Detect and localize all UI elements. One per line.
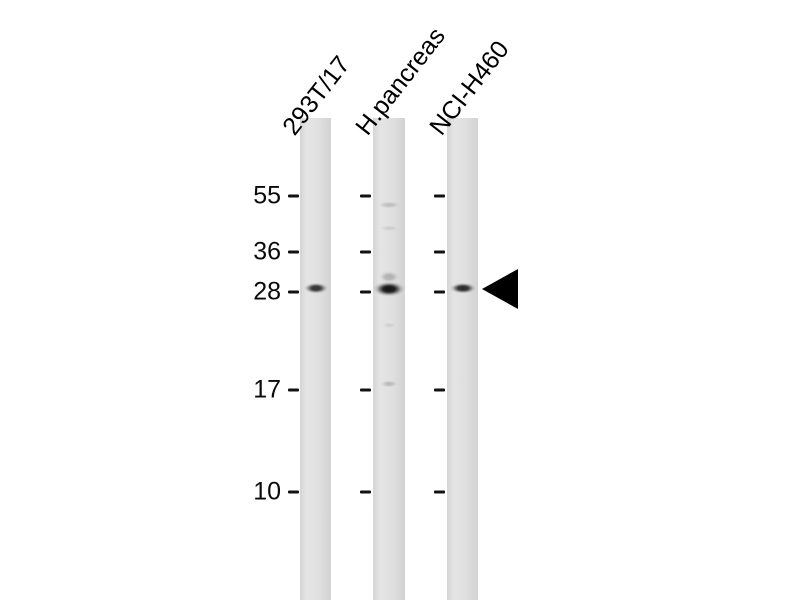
ladder-tick-lane2-6 (360, 250, 371, 254)
mw-label-17: 17 (253, 375, 281, 404)
mw-label-36: 36 (253, 237, 281, 266)
lane-shading (447, 118, 478, 600)
gel-lane-3 (447, 118, 478, 600)
band-lane-3-target-band (436, 273, 489, 303)
mw-label-55: 55 (253, 181, 281, 210)
band-lane-2-faint-band-17 (372, 374, 406, 394)
ladder-tick-lane3-13 (434, 388, 445, 392)
band-lane-2-faint-band-55 (367, 195, 411, 215)
band-lane-1-target-band (291, 273, 340, 303)
ladder-tick-lane3-11 (434, 250, 445, 254)
target-band-arrow (480, 267, 520, 316)
ladder-tick-lane1-0 (288, 194, 299, 198)
band-lane-2-smear-band-32 (369, 261, 409, 293)
ladder-tick-lane2-5 (360, 194, 371, 198)
ladder-tick-lane2-9 (360, 490, 371, 494)
ladder-tick-lane3-14 (434, 490, 445, 494)
gel-lane-1 (300, 118, 331, 600)
band-lane-2-faint-band-22 (375, 317, 403, 333)
mw-label-10: 10 (253, 477, 281, 506)
lane-shading (300, 118, 331, 600)
band-lane-2-faint-band-45 (371, 220, 407, 236)
band-lane-2-target-band (358, 269, 420, 309)
ladder-tick-lane3-10 (434, 194, 445, 198)
arrow-left-icon (482, 269, 518, 309)
ladder-tick-lane1-4 (288, 490, 299, 494)
ladder-tick-lane1-1 (288, 250, 299, 254)
ladder-tick-lane2-8 (360, 388, 371, 392)
ladder-tick-lane1-3 (288, 388, 299, 392)
mw-label-28: 28 (253, 277, 281, 306)
gel-lane-2 (373, 118, 405, 600)
lane-shading (373, 118, 405, 600)
